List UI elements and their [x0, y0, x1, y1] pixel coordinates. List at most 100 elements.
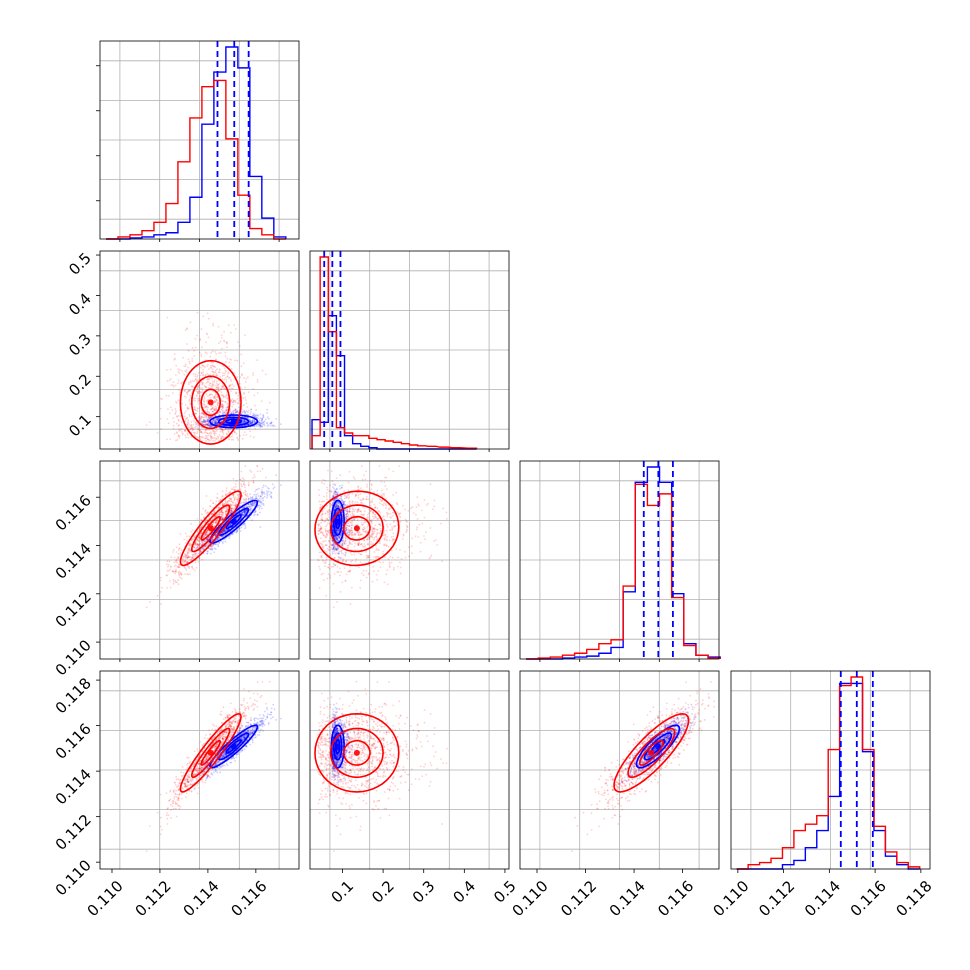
scatter-point-red-r2c0	[145, 606, 148, 609]
scatter-point-red-r2c0	[261, 468, 264, 470]
scatter-point-red-r2c0	[184, 542, 187, 544]
scatter-point-red-r1c0	[202, 436, 205, 439]
scatter-point-blue-r2c0	[261, 503, 263, 505]
scatter-point-blue-r2c0	[214, 548, 217, 550]
scatter-point-blue-r2c0	[270, 496, 273, 499]
scatter-point-red-r1c0	[231, 387, 234, 390]
scatter-point-red-r1c0	[186, 433, 189, 436]
scatter-point-red-r1c0	[232, 399, 235, 402]
scatter-point-red-r1c0	[191, 360, 194, 363]
scatter-point-red-r1c0	[197, 403, 200, 405]
scatter-point-red-r1c0	[219, 376, 222, 378]
scatter-point-red-r2c1	[317, 530, 320, 532]
scatter-point-blue-r2c0	[258, 506, 261, 509]
scatter-point-red-r2c1	[399, 572, 402, 575]
scatter-point-red-r1c0	[211, 364, 213, 367]
scatter-point-red-r1c0	[223, 411, 226, 414]
scatter-point-red-r2c0	[232, 488, 234, 491]
scatter-point-red-r1c0	[206, 365, 209, 368]
scatter-point-red-r2c0	[165, 563, 168, 566]
scatter-point-red-r2c1	[392, 532, 395, 535]
scatter-point-red-r1c0	[219, 410, 222, 413]
scatter-point-red-r1c0	[206, 432, 209, 435]
scatter-point-red-r1c0	[204, 434, 207, 437]
scatter-point-red-r1c0	[221, 347, 223, 350]
scatter-point-red-r1c0	[166, 316, 169, 319]
scatter-point-red-r2c1	[365, 470, 368, 473]
scatter-point-red-r2c0	[243, 500, 246, 502]
scatter-point-red-r1c0	[197, 386, 200, 389]
scatter-point-red-r1c0	[180, 427, 183, 430]
scatter-point-red-r1c0	[193, 349, 196, 352]
scatter-point-red-r1c0	[224, 377, 227, 379]
scatter-point-red-r2c0	[191, 529, 194, 531]
scatter-point-red-r1c0	[197, 429, 200, 432]
scatter-point-red-r2c0	[230, 500, 233, 503]
scatter-point-red-r1c0	[197, 397, 200, 400]
scatter-point-red-r1c0	[194, 423, 197, 425]
scatter-point-red-r1c0	[187, 436, 190, 439]
scatter-point-red-r2c0	[175, 559, 177, 562]
scatter-point-red-r1c0	[192, 427, 195, 429]
scatter-point-red-r1c0	[186, 328, 189, 330]
scatter-point-red-r1c0	[205, 424, 207, 426]
scatter-point-red-r1c0	[223, 367, 226, 369]
scatter-point-blue-r2c0	[199, 543, 202, 545]
scatter-point-red-r1c0	[231, 410, 234, 413]
scatter-point-red-r1c0	[200, 431, 203, 434]
scatter-point-red-r1c0	[220, 437, 223, 440]
scatter-point-red-r2c1	[351, 493, 354, 495]
scatter-point-red-r2c0	[171, 570, 174, 573]
scatter-point-blue-r2c0	[244, 524, 247, 527]
scatter-point-red-r1c0	[209, 382, 212, 385]
scatter-point-red-r1c0	[197, 392, 200, 395]
scatter-point-red-r1c0	[224, 401, 227, 403]
scatter-point-red-r2c0	[177, 555, 179, 558]
scatter-point-red-r1c0	[220, 405, 223, 408]
scatter-point-red-r1c0	[207, 420, 210, 423]
scatter-point-red-r1c0	[242, 397, 245, 400]
scatter-point-red-r2c0	[175, 551, 178, 553]
scatter-point-red-r1c0	[191, 379, 194, 382]
scatter-point-red-r1c0	[202, 315, 205, 318]
scatter-point-red-r1c0	[215, 428, 218, 430]
scatter-point-red-r1c0	[211, 410, 214, 413]
scatter-point-red-r2c0	[245, 494, 248, 497]
scatter-point-red-r1c0	[186, 421, 189, 423]
scatter-point-red-r1c0	[245, 434, 248, 436]
scatter-point-red-r1c0	[205, 437, 208, 439]
scatter-point-red-r1c0	[186, 327, 188, 330]
scatter-point-blue-r2c0	[263, 491, 265, 493]
scatter-point-blue-r2c0	[259, 500, 262, 503]
scatter-point-red-r1c0	[194, 378, 197, 381]
scatter-point-red-r2c1	[364, 545, 367, 548]
scatter-point-red-r1c0	[221, 403, 224, 405]
scatter-point-red-r1c0	[225, 370, 228, 373]
scatter-point-red-r1c0	[220, 435, 223, 438]
scatter-point-red-r1c0	[204, 437, 207, 440]
scatter-point-red-r1c0	[219, 340, 222, 343]
scatter-point-red-r1c0	[217, 437, 220, 440]
scatter-point-red-r2c1	[339, 567, 341, 570]
scatter-point-red-r1c0	[202, 368, 205, 371]
scatter-point-red-r1c0	[221, 435, 224, 438]
scatter-point-blue-r2c0	[270, 491, 272, 493]
scatter-point-red-r1c0	[223, 387, 226, 390]
scatter-point-red-r1c0	[223, 378, 226, 381]
scatter-point-red-r2c0	[174, 579, 177, 582]
scatter-point-red-r2c0	[188, 544, 191, 546]
scatter-point-red-r2c0	[159, 579, 162, 582]
scatter-point-red-r2c0	[193, 569, 196, 572]
scatter-point-red-r2c1	[360, 487, 362, 489]
scatter-point-red-r1c0	[220, 352, 222, 354]
scatter-point-red-r2c0	[197, 543, 200, 546]
scatter-point-red-r2c0	[180, 573, 183, 576]
scatter-point-red-r2c1	[378, 502, 381, 505]
scatter-point-red-r1c0	[194, 373, 197, 375]
scatter-point-red-r2c0	[206, 519, 208, 521]
scatter-point-red-r1c0	[223, 411, 226, 414]
scatter-point-red-r2c0	[233, 498, 236, 500]
scatter-point-blue-r2c0	[243, 512, 246, 515]
scatter-point-red-r1c0	[235, 432, 238, 435]
scatter-point-red-r1c0	[225, 428, 227, 430]
